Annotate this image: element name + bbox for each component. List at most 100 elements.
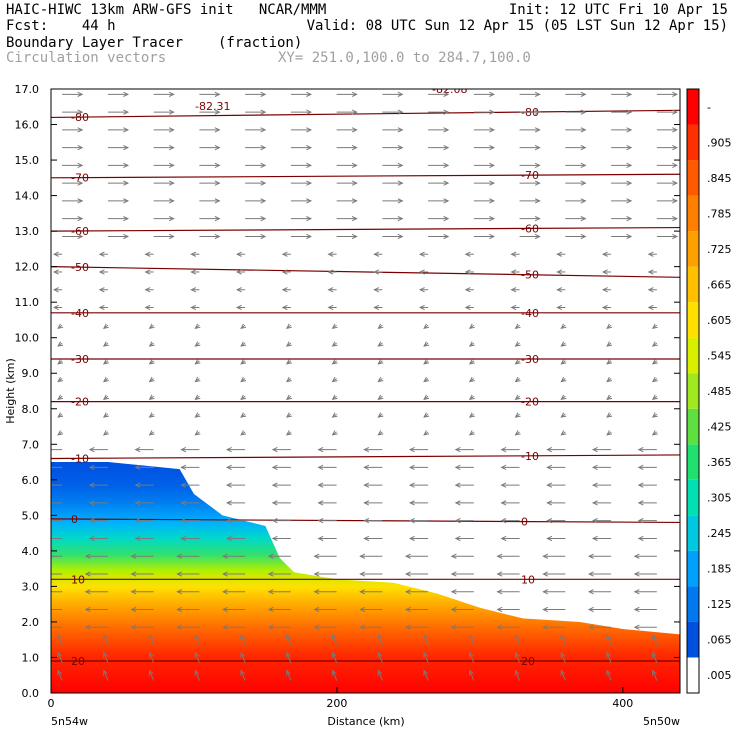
contour-label: 20 (71, 655, 85, 668)
circulation-vector-head (591, 482, 598, 488)
circulation-vector-head (214, 233, 221, 240)
circulation-vector-head (260, 91, 267, 97)
circulation-vector-head (672, 233, 678, 240)
circulation-vector-head (57, 669, 63, 676)
colorbar-swatch (687, 621, 699, 658)
circulation-vector-head (190, 269, 197, 275)
circulation-vector-head (40, 590, 45, 594)
circulation-vector-head (221, 606, 228, 613)
y-tick-label: 9.0 (22, 367, 40, 380)
circulation-vector-head (363, 518, 370, 524)
circulation-vector-head (601, 269, 608, 275)
colorbar-label: - (707, 101, 711, 114)
circulation-vector-head (464, 251, 471, 257)
header-line1-right: Init: 12 UTC Fri 10 Apr 15 (508, 2, 728, 18)
circulation-vector-head (40, 572, 45, 576)
circulation-vector-head (240, 359, 247, 365)
circulation-vector (469, 634, 475, 646)
x-tick-label: 0 (48, 697, 55, 710)
circulation-vector-head (306, 233, 313, 240)
circulation-vector-head (180, 446, 187, 453)
circulation-vector (515, 652, 521, 663)
colorbar-swatch (687, 195, 699, 232)
circulation-vector-head (194, 341, 201, 347)
circulation-vector-head (271, 518, 278, 524)
circulation-vector-head (534, 216, 541, 222)
circulation-vector-head (423, 651, 429, 658)
circulation-vector-head (98, 251, 105, 257)
circulation-vector (423, 670, 429, 681)
circulation-vector-head (123, 180, 130, 186)
circulation-vector-head (194, 412, 201, 418)
circulation-vector-head (285, 430, 292, 436)
contour-label: -40 (71, 307, 89, 320)
circulation-vector-head (225, 464, 232, 471)
circulation-vector-head (235, 251, 242, 257)
circulation-vector-head (672, 127, 678, 133)
circulation-vector (240, 670, 246, 681)
circulation-vector-head (57, 376, 64, 383)
circulation-vector-head (286, 651, 291, 658)
circulation-vector (286, 634, 292, 646)
circulation-vector-head (546, 446, 553, 453)
circulation-vector-head (560, 323, 567, 329)
circulation-vector-head (168, 216, 175, 222)
colorbar-swatch (687, 515, 699, 551)
circulation-vector-head (176, 553, 183, 559)
temperature-contour (51, 226, 680, 232)
circulation-vector-head (134, 518, 141, 524)
circulation-vector-head (130, 571, 137, 577)
circulation-vector (149, 634, 155, 646)
tracer-field (51, 462, 680, 693)
circulation-vector-head (267, 553, 274, 559)
circulation-vector-head (240, 651, 246, 658)
circulation-vector-head (454, 446, 461, 453)
x-tick-label: 200 (326, 697, 347, 710)
circulation-vector-head (313, 553, 320, 559)
circulation-vector-head (331, 376, 338, 383)
circulation-vector-head (134, 500, 141, 506)
circulation-vector-head (313, 571, 320, 577)
circulation-vector (240, 634, 246, 646)
circulation-vector-head (468, 412, 475, 418)
circulation-vector-head (144, 304, 151, 311)
circulation-vector-head (168, 91, 175, 97)
circulation-vector-head (500, 464, 507, 471)
circulation-vector-head (546, 464, 553, 471)
circulation-vector-head (510, 304, 517, 311)
circulation-vector-head (397, 144, 404, 151)
circulation-vector-head (606, 669, 612, 676)
circulation-vector-head (542, 589, 549, 595)
circulation-vector-head (560, 341, 567, 347)
circulation-vector-head (57, 412, 64, 418)
circulation-vector-head (560, 651, 566, 658)
circulation-vector-head (102, 341, 109, 347)
circulation-vector-head (102, 376, 109, 383)
colorbar-swatch (687, 479, 699, 516)
circulation-vector-head (77, 91, 84, 97)
circulation-vector-head (285, 359, 292, 365)
circulation-vector-head (591, 464, 598, 471)
circulation-vector-head (454, 500, 461, 506)
circulation-vector-head (489, 216, 496, 222)
circulation-vector-head (637, 500, 644, 506)
circulation-vector-head (77, 127, 84, 133)
circulation-vector-head (397, 216, 404, 222)
circulation-vector-head (281, 304, 288, 311)
circulation-vector-head (601, 251, 608, 257)
circulation-vector-head (404, 571, 411, 577)
circulation-vector-head (489, 198, 496, 204)
circulation-vector-head (44, 465, 49, 469)
circulation-vector-head (130, 589, 137, 595)
circulation-vector-head (281, 287, 288, 293)
circulation-vector-head (443, 91, 450, 97)
circulation-vector-head (633, 606, 640, 613)
circulation-vector-head (377, 376, 384, 383)
circulation-vector-head (443, 233, 450, 240)
circulation-vector (606, 670, 612, 681)
circulation-vector-head (591, 518, 598, 524)
circulation-vector-head (496, 589, 503, 595)
circulation-vector-head (194, 430, 201, 436)
contour-label: -60 (71, 225, 89, 238)
circulation-vector-head (331, 341, 338, 347)
